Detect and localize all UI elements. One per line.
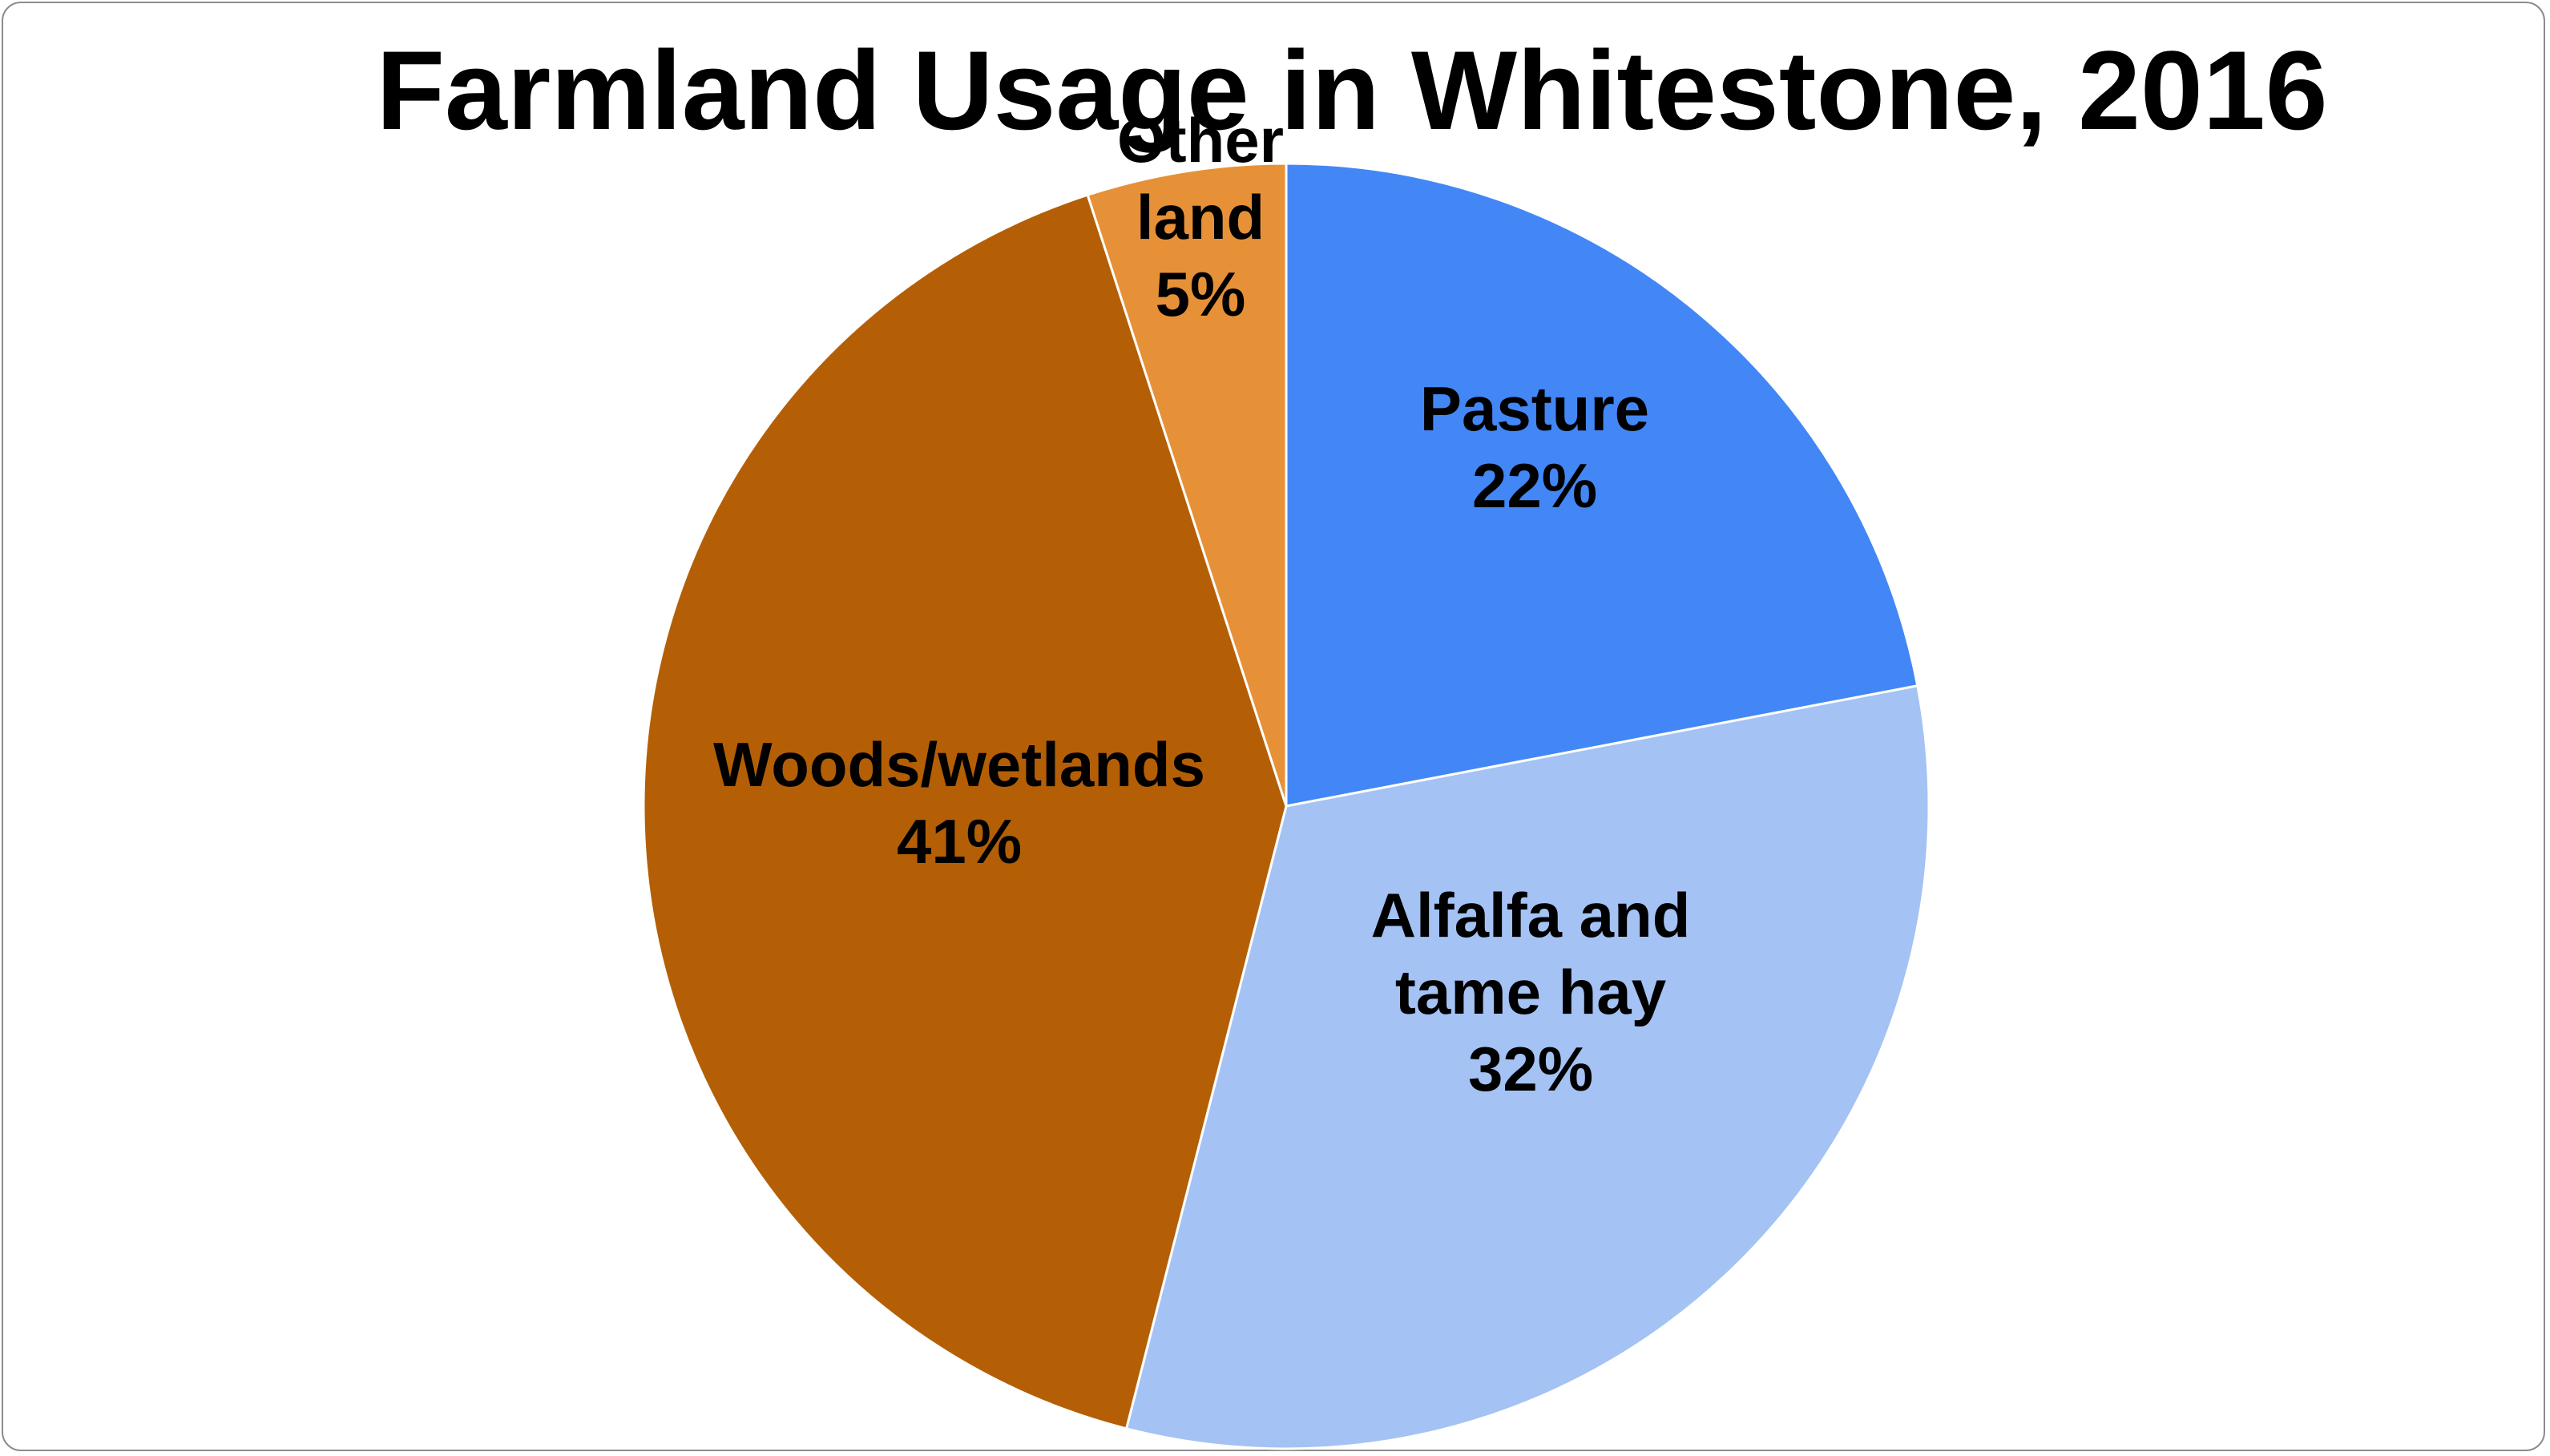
slice-value-label: 5% (1156, 259, 1246, 329)
slice-value-label: 22% (1472, 450, 1597, 521)
slice-category-label: Woods/wetlands (713, 729, 1205, 800)
slice-category-label: tame hay (1395, 957, 1666, 1027)
slice-category-label: land (1136, 182, 1265, 252)
slice-category-label: Other (1117, 105, 1284, 175)
slice-value-label: 32% (1468, 1034, 1593, 1104)
chart-title: Farmland Usage in Whitestone, 2016 (376, 27, 2328, 153)
slice-value-label: 41% (897, 806, 1022, 877)
pie-slice (1086, 162, 1288, 807)
pie-slice (642, 193, 1288, 1430)
pie-slice (1285, 162, 1919, 808)
pie-slice (1124, 684, 1931, 1450)
slice-category-label: Alfalfa and (1371, 880, 1691, 950)
slice-category-label: Pasture (1420, 373, 1649, 444)
